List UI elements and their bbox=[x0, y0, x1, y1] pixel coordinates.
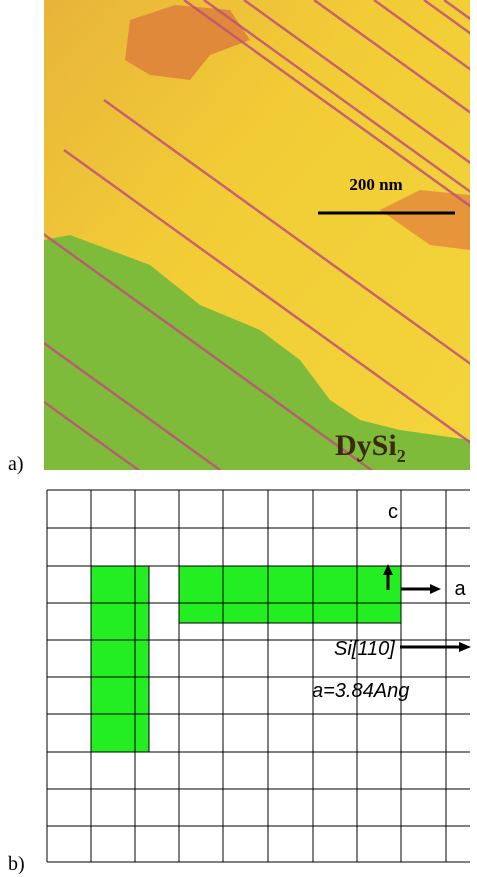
panel-label: b) bbox=[8, 853, 25, 875]
lattice-label: a=3.84Ang bbox=[312, 680, 409, 702]
scale-label: 200 nm bbox=[349, 175, 402, 194]
subscript: 2 bbox=[397, 446, 406, 466]
green-row bbox=[179, 566, 401, 623]
figure: 200 nm DySi2 a) c a Si[110] a=3.84Ang b) bbox=[0, 0, 477, 877]
axis-c-label: c bbox=[388, 501, 398, 523]
material: DySi bbox=[335, 429, 397, 462]
grid bbox=[47, 490, 470, 862]
direction-label: Si[110] bbox=[334, 638, 395, 660]
material-label: DySi2 bbox=[335, 429, 406, 466]
axis-a-label: a bbox=[454, 578, 466, 600]
panel-label: a) bbox=[8, 453, 24, 475]
green-column bbox=[91, 566, 149, 752]
